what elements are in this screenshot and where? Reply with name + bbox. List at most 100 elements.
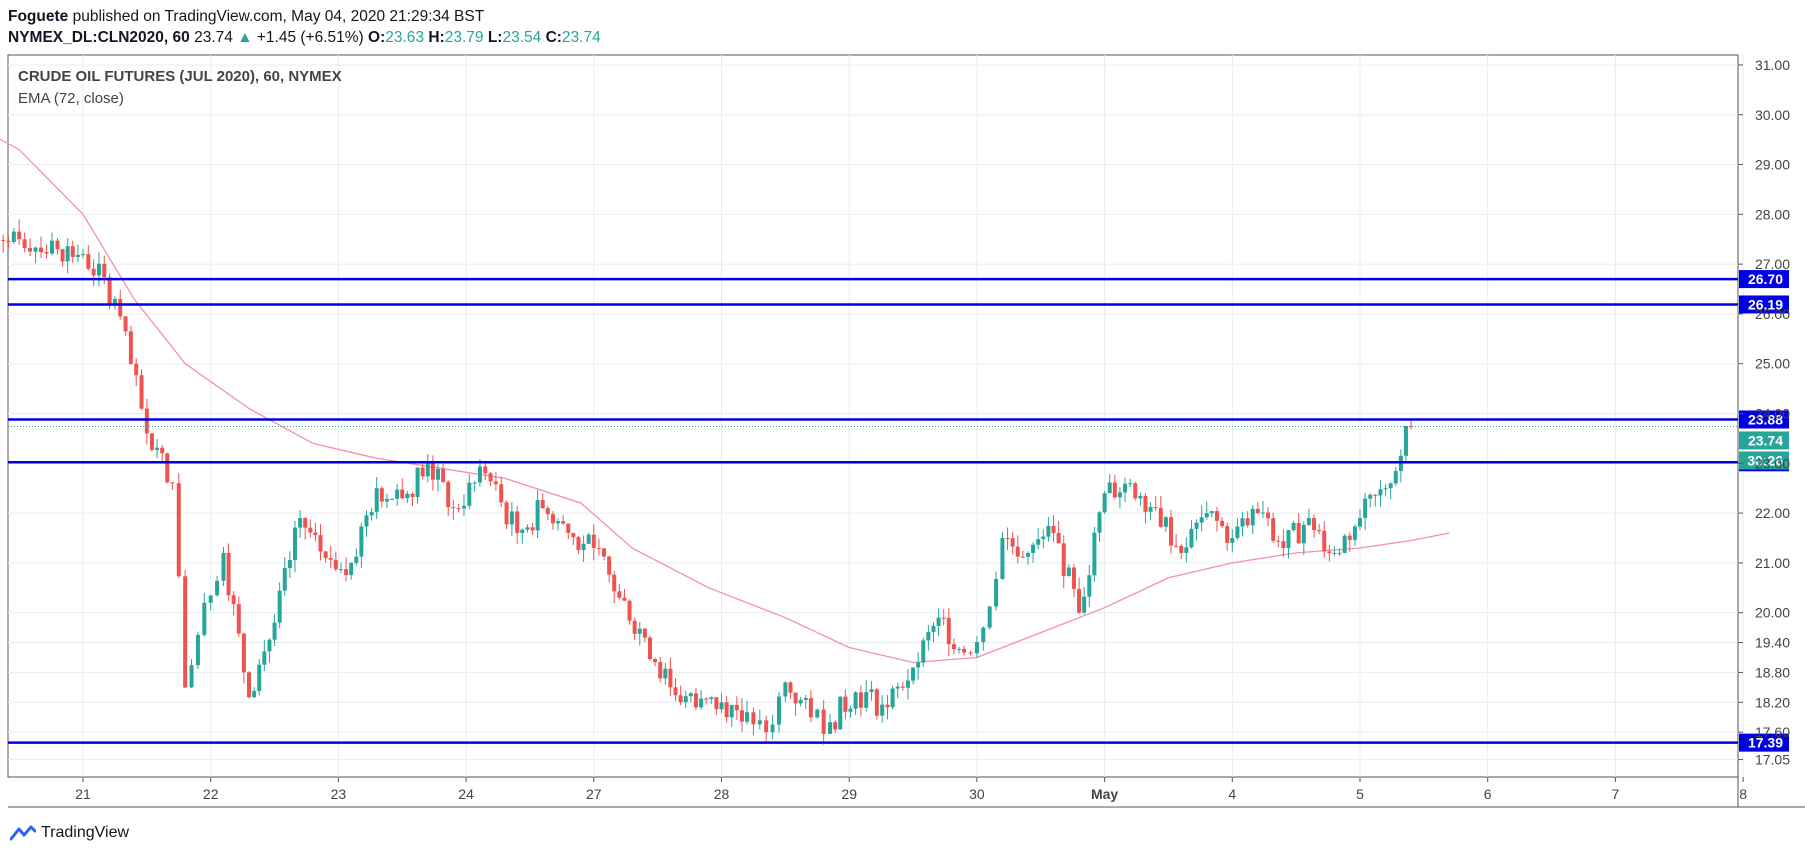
candle-body <box>323 551 328 558</box>
candle-body <box>298 518 303 528</box>
candle-body <box>1056 533 1061 544</box>
candle-body <box>128 331 133 364</box>
level-price-tag <box>1739 270 1789 289</box>
candle-body <box>946 617 951 645</box>
candle-body <box>751 712 756 725</box>
candle-body <box>247 672 252 698</box>
publish-info: published on TradingView.com, May 04, 20… <box>72 8 485 25</box>
candle-body <box>477 466 482 483</box>
candle-body <box>729 704 734 718</box>
candle-body <box>1204 513 1209 518</box>
candle-body <box>1209 511 1214 514</box>
candle-body <box>788 682 793 693</box>
candle-body <box>843 696 848 712</box>
candle-body <box>1403 426 1408 456</box>
y-tick-label: 27.00 <box>1755 256 1790 272</box>
candle-body <box>1240 518 1245 527</box>
candle-body <box>905 680 910 688</box>
candle-body <box>277 590 282 623</box>
candle-body <box>699 698 704 708</box>
candle-body <box>6 240 11 242</box>
candle-body <box>472 482 477 484</box>
candle-body <box>1245 518 1250 526</box>
candle-body <box>1163 517 1168 527</box>
candle-body <box>561 521 566 524</box>
candle-body <box>75 254 80 257</box>
candles <box>1 219 1414 745</box>
candle-body <box>11 231 16 242</box>
candle-body <box>1276 540 1281 542</box>
candle-body <box>1383 488 1388 490</box>
candle-body <box>642 628 647 638</box>
candle-body <box>776 696 781 725</box>
candle-body <box>1388 483 1393 489</box>
candle-body <box>96 263 101 276</box>
candle-body <box>60 249 65 262</box>
candle-body <box>236 604 241 634</box>
candle-body <box>1337 552 1342 554</box>
candle-body <box>1005 537 1010 539</box>
grid <box>7 54 1805 808</box>
candle-body <box>303 518 308 528</box>
candle-body <box>1138 495 1143 499</box>
candle-body <box>1092 532 1097 576</box>
x-tick-label: 4 <box>1228 786 1236 802</box>
candle-body <box>793 692 798 704</box>
candle-body <box>262 651 267 665</box>
candle-body <box>987 606 992 628</box>
candle-body <box>1102 493 1107 513</box>
candle-body <box>1071 567 1076 589</box>
candle-body <box>591 534 596 548</box>
candle-body <box>683 696 688 703</box>
change-value: +1.45 (+6.51%) <box>256 29 364 46</box>
candle-body <box>994 578 999 607</box>
last-price-label: 23.74 <box>1748 432 1783 448</box>
candle-body <box>678 695 683 703</box>
candle-body <box>359 526 364 557</box>
candle-body <box>267 639 272 652</box>
candle-body <box>81 254 85 256</box>
candle-body <box>1291 523 1296 531</box>
candle-body <box>833 722 838 730</box>
candle-body <box>798 699 803 704</box>
candle-body <box>467 482 472 506</box>
candle-body <box>1082 596 1087 613</box>
candle-body <box>493 481 498 485</box>
low-label: L: <box>487 29 503 46</box>
candle-body <box>936 617 941 626</box>
candle-body <box>1255 508 1260 514</box>
candle-body <box>165 453 170 483</box>
candle-body <box>215 580 220 596</box>
candle-body <box>848 708 853 712</box>
open-label: O: <box>368 29 386 46</box>
candle-body <box>1184 547 1189 553</box>
candle-body <box>420 467 425 477</box>
author-name[interactable]: Foguete <box>8 8 69 25</box>
indicator-label[interactable]: EMA (72, close) <box>18 90 124 107</box>
ema-line <box>0 138 1450 664</box>
candle-body <box>354 556 359 563</box>
candle-body <box>221 552 226 581</box>
candle-body <box>1220 520 1225 527</box>
candle-body <box>17 231 22 240</box>
candle-body <box>1133 483 1138 499</box>
candle-body <box>456 508 461 510</box>
candle-body <box>160 447 165 454</box>
candle-body <box>415 467 420 498</box>
candle-body <box>252 690 257 698</box>
candle-body <box>1025 552 1030 557</box>
candle-body <box>566 523 571 534</box>
tradingview-logo[interactable]: TradingView <box>10 822 129 844</box>
candle-body <box>895 686 900 689</box>
candle-body <box>1393 471 1398 484</box>
candle-body <box>1051 525 1056 534</box>
candle-body <box>520 529 525 534</box>
candle-body <box>364 515 369 527</box>
last-price-tag <box>1739 431 1789 450</box>
candle-body <box>764 720 769 733</box>
x-tick-label: 30 <box>969 786 985 802</box>
candle-body <box>1 239 6 241</box>
candle-body <box>33 247 38 252</box>
